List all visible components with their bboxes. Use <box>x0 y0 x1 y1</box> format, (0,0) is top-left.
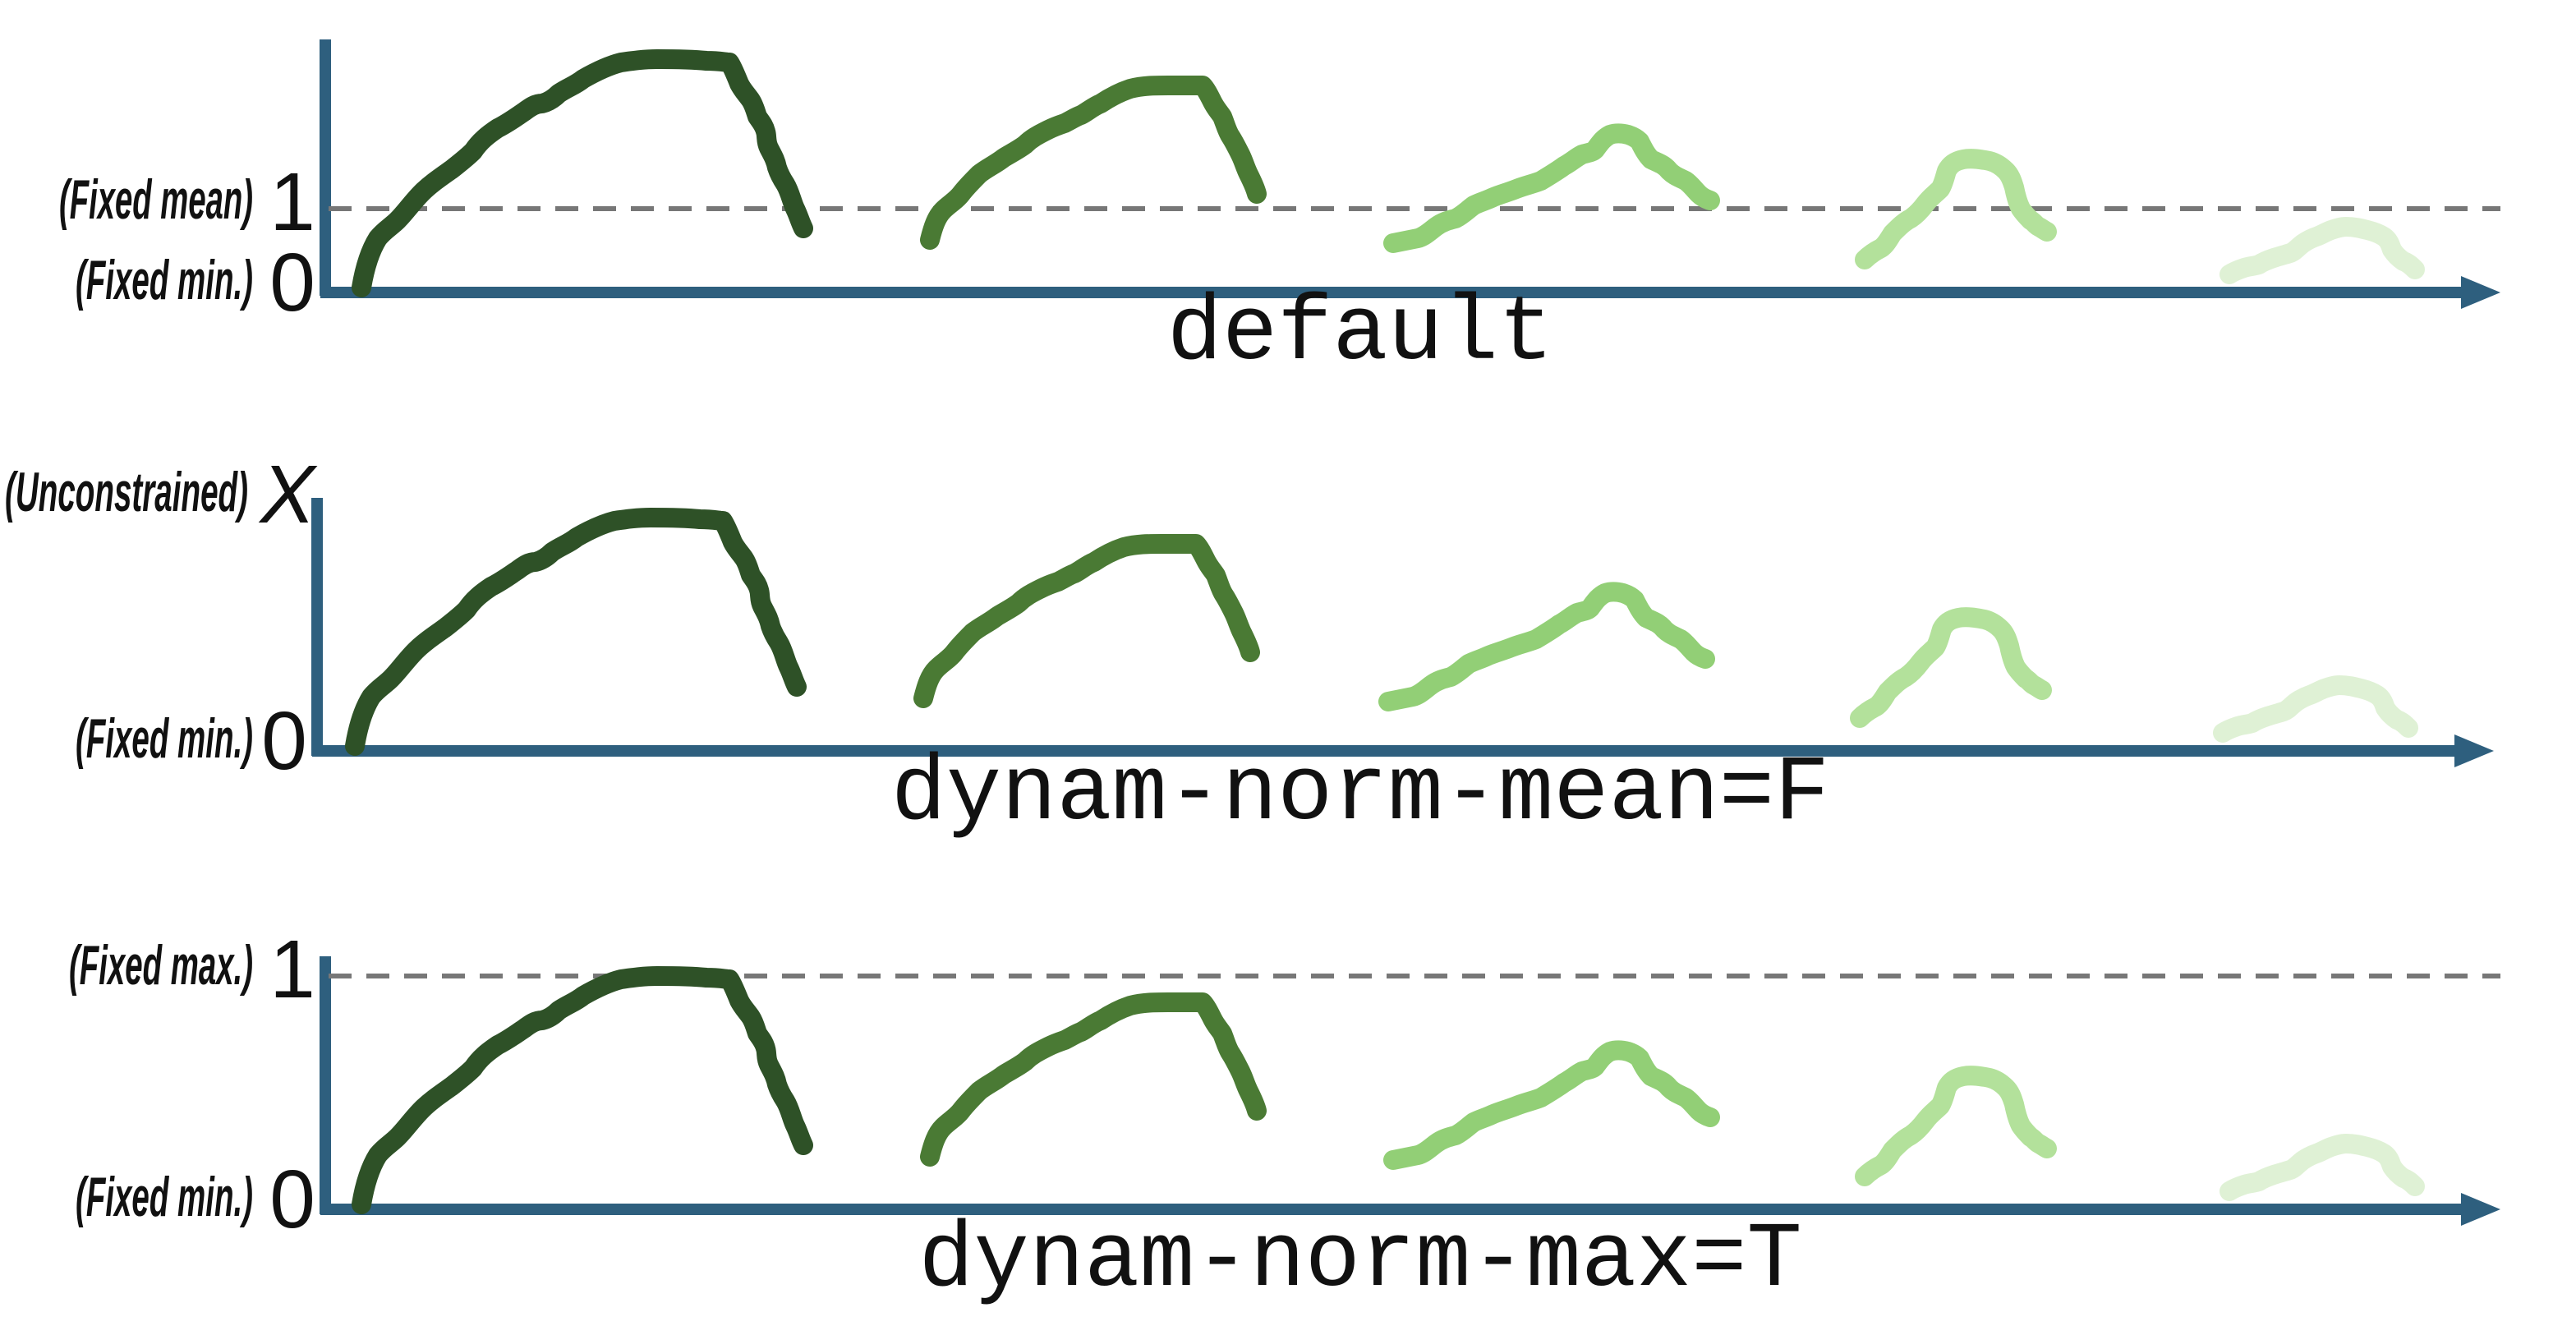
curve-3 <box>1388 592 1705 702</box>
panel-caption: default <box>1167 282 1553 386</box>
top-tick-annotation: (Fixed mean) <box>59 168 253 231</box>
top-tick-label: 1 <box>269 923 315 1015</box>
curve-5 <box>2229 227 2415 274</box>
top-tick-annotation: (Unconstrained) <box>5 461 248 523</box>
panel-dynam-norm-max: (Fixed max.) 1 (Fixed min.) 0 dynam-norm… <box>69 923 2500 1313</box>
curve-4 <box>1865 1075 2047 1176</box>
bottom-tick-annotation: (Fixed min.) <box>76 1166 253 1228</box>
bottom-tick-label: 0 <box>269 237 315 329</box>
bottom-tick-label: 0 <box>269 1153 315 1245</box>
x-axis-arrowhead <box>2461 1193 2500 1226</box>
curve-3 <box>1393 134 1710 244</box>
bottom-tick-annotation: (Fixed min.) <box>76 249 253 311</box>
curve-1 <box>361 59 803 288</box>
curve-2 <box>930 85 1257 240</box>
curve-1 <box>361 976 803 1204</box>
curve-2 <box>930 1002 1257 1157</box>
curve-5 <box>2223 685 2408 733</box>
x-axis-arrowhead <box>2461 276 2500 309</box>
curve-1 <box>355 518 797 746</box>
panel-caption: dynam-norm-max=T <box>918 1209 1801 1313</box>
x-axis-arrowhead <box>2454 734 2494 767</box>
panel-dynam-norm-mean: (Unconstrained) X (Fixed min.) 0 dynam-n… <box>5 449 2494 846</box>
bottom-tick-annotation: (Fixed min.) <box>76 707 253 770</box>
bottom-tick-label: 0 <box>261 695 307 787</box>
panel-caption: dynam-norm-mean=F <box>891 742 1830 846</box>
top-tick-label: X <box>259 449 318 541</box>
top-tick-annotation: (Fixed max.) <box>69 934 253 997</box>
curve-4 <box>1860 617 2042 718</box>
curve-2 <box>923 544 1250 698</box>
panel-default: (Fixed mean) 1 (Fixed min.) 0 default <box>59 39 2500 386</box>
curve-5 <box>2229 1144 2415 1191</box>
curve-3 <box>1393 1051 1710 1161</box>
top-tick-label: 1 <box>269 156 315 248</box>
